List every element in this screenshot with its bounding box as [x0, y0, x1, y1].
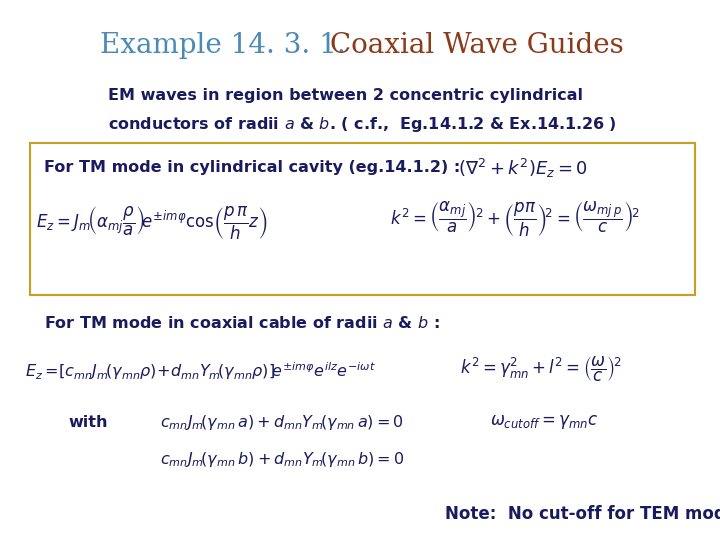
- Text: Coaxial Wave Guides: Coaxial Wave Guides: [330, 32, 624, 59]
- Text: $\left(\nabla^2 + k^2\right)E_z = 0$: $\left(\nabla^2 + k^2\right)E_z = 0$: [458, 157, 588, 180]
- Bar: [30, 143, 695, 295]
- Text: with: with: [68, 415, 107, 430]
- Text: EM waves in region between 2 concentric cylindrical: EM waves in region between 2 concentric …: [108, 88, 583, 103]
- Text: $k^2 = \gamma_{mn}^2 + l^2 = \left(\dfrac{\omega}{c}\right)^{\!2}$: $k^2 = \gamma_{mn}^2 + l^2 = \left(\dfra…: [460, 355, 621, 384]
- Text: $c_{mn}J_m\!\left(\gamma_{mn}\,a\right) + d_{mn}Y_m\!\left(\gamma_{mn}\,a\right): $c_{mn}J_m\!\left(\gamma_{mn}\,a\right) …: [160, 413, 404, 432]
- Text: For TM mode in cylindrical cavity (eg.14.1.2) :: For TM mode in cylindrical cavity (eg.14…: [44, 160, 460, 175]
- Text: $k^2 = \left(\dfrac{\alpha_{mj}}{a}\right)^{\!2} + \left(\dfrac{p\pi}{h}\right)^: $k^2 = \left(\dfrac{\alpha_{mj}}{a}\righ…: [390, 200, 639, 239]
- Text: conductors of radii $\mathit{a}$ & $\mathit{b}$. ( c.f.,  Eg.14.1.2 & Ex.14.1.26: conductors of radii $\mathit{a}$ & $\mat…: [108, 115, 617, 134]
- Text: For TM mode in coaxial cable of radii $\mathit{a}$ & $\mathit{b}$ :: For TM mode in coaxial cable of radii $\…: [44, 315, 440, 331]
- Text: $c_{mn}J_m\!\left(\gamma_{mn}\,b\right) + d_{mn}Y_m\!\left(\gamma_{mn}\,b\right): $c_{mn}J_m\!\left(\gamma_{mn}\,b\right) …: [160, 450, 405, 469]
- Text: Example 14. 3. 1.: Example 14. 3. 1.: [100, 32, 346, 59]
- Text: $E_z = J_m\!\left(\alpha_{mj}\dfrac{\rho}{a}\right)\!e^{\pm im\varphi}\cos\!\lef: $E_z = J_m\!\left(\alpha_{mj}\dfrac{\rho…: [36, 205, 268, 242]
- Text: Note:  No cut-off for TEM modes.: Note: No cut-off for TEM modes.: [445, 505, 720, 523]
- Text: $\omega_{cutoff} = \gamma_{mn}c$: $\omega_{cutoff} = \gamma_{mn}c$: [490, 413, 598, 431]
- Text: $E_z = \!\left[c_{mn}J_m\!\left(\gamma_{mn}\rho\right)\!+\!d_{mn}Y_m\!\left(\gam: $E_z = \!\left[c_{mn}J_m\!\left(\gamma_{…: [25, 360, 376, 382]
